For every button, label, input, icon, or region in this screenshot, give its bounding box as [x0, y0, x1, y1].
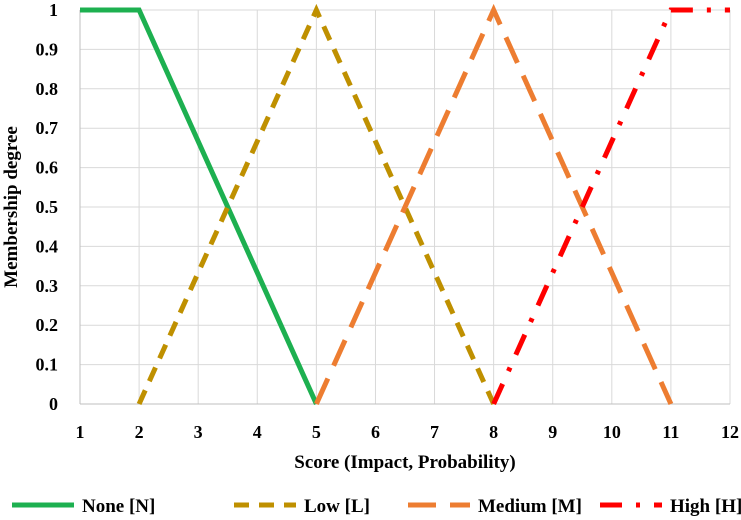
- axes: [79, 10, 730, 405]
- x-tick-label: 7: [430, 422, 439, 442]
- legend: None [N] Low [L] Medium [M] High [H]: [12, 496, 741, 517]
- y-tick-label: 0.4: [36, 236, 59, 256]
- y-tick-label: 0.6: [36, 158, 59, 178]
- x-tick-label: 12: [721, 422, 739, 442]
- x-tick-label: 9: [548, 422, 557, 442]
- x-tick-label: 4: [253, 422, 262, 442]
- y-tick-label: 0: [49, 394, 58, 414]
- x-axis-title: Score (Impact, Probability): [294, 452, 515, 473]
- legend-label: Low [L]: [304, 496, 370, 517]
- x-tick-label: 1: [76, 422, 85, 442]
- y-tick-label: 0.3: [36, 276, 59, 296]
- series-line-none: [80, 7, 319, 406]
- x-tick-label: 10: [603, 422, 621, 442]
- y-tick-label: 1: [49, 0, 58, 20]
- y-tick-label: 0.7: [36, 118, 59, 138]
- legend-label: Medium [M]: [478, 496, 582, 517]
- legend-label: High [H]: [670, 496, 741, 517]
- y-tick-label: 0.8: [36, 79, 59, 99]
- y-tick-label: 0.9: [36, 39, 59, 59]
- tick-labels: 1 2 3 4 5 6 7 8 9 10 11 1200.10.20.30.40.50.60.70.8…: [36, 0, 740, 442]
- series-line-high: [491, 7, 730, 406]
- series-line-low: [136, 3, 496, 406]
- x-tick-label: 5: [312, 422, 321, 442]
- y-tick-label: 0.2: [36, 315, 59, 335]
- x-tick-label: 2: [135, 422, 144, 442]
- legend-label: None [N]: [82, 496, 155, 517]
- x-tick-label: 8: [489, 422, 498, 442]
- series-line-medium: [314, 3, 674, 406]
- grid: [80, 9, 731, 404]
- x-tick-label: 11: [662, 422, 679, 442]
- y-tick-label: 0.1: [36, 355, 59, 375]
- y-axis-title: Membership degree: [1, 126, 22, 288]
- x-tick-label: 6: [371, 422, 380, 442]
- series: [80, 3, 730, 406]
- x-tick-label: 3: [194, 422, 203, 442]
- y-tick-label: 0.5: [36, 197, 59, 217]
